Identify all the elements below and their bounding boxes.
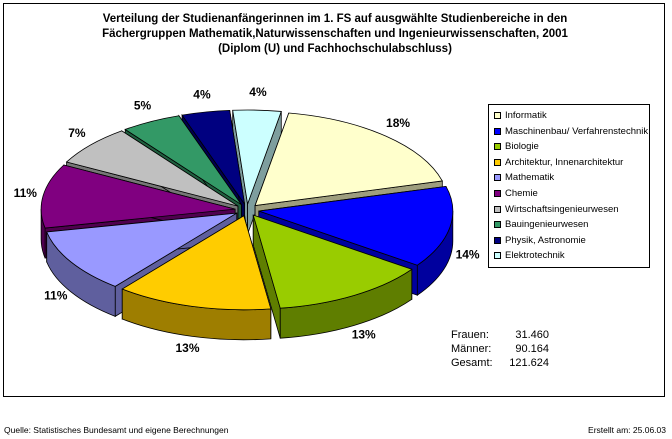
chart-legend: Informatik Maschinenbau/ Verfahrenstechni…: [488, 104, 650, 268]
data-label-physik-astronomie: 4%: [193, 87, 211, 101]
chart-title-line-2: Fächergruppen Mathematik,Naturwissenscha…: [102, 28, 568, 40]
totals-row-frauen: Frauen: 31.460: [451, 328, 549, 342]
pie-slice-top-bauingenieurwesen: [124, 115, 242, 206]
data-label-wirtschaftsingenieurwesen: 7%: [68, 126, 86, 140]
legend-label: Chemie: [505, 188, 538, 199]
totals-row-maenner: Männer: 90.164: [451, 342, 549, 356]
totals-label: Gesamt:: [451, 357, 493, 369]
legend-label: Mathematik: [505, 172, 555, 184]
legend-swatch: [494, 174, 501, 182]
legend-label: Physik, Astronomie: [505, 234, 586, 246]
totals-label: Frauen:: [451, 329, 489, 341]
footer-created-date: Erstellt am: 25.06.03: [588, 425, 666, 435]
chart-title-line-1: Verteilung der Studienanfängerinnen im 1…: [102, 13, 568, 25]
legend-swatch: [494, 143, 501, 151]
totals-box: Frauen: 31.460 Männer: 90.164 Gesamt: 121.6…: [451, 328, 549, 370]
chart-title-line-3: (Diplom (U) und Fachhochschulabschluss): [218, 43, 452, 55]
data-label-elektrotechnik: 4%: [249, 85, 267, 99]
pie-slice-top-mathematik: [46, 212, 237, 287]
data-label-bauingenieurwesen: 5%: [134, 99, 152, 113]
legend-label: Maschinenbau/ Verfahrenstechnik: [505, 125, 649, 137]
data-label-architektur-innenarchitektur: 13%: [175, 341, 199, 355]
legend-swatch: [494, 158, 501, 166]
totals-value: 121.624: [509, 357, 549, 369]
data-label-informatik: 18%: [386, 116, 410, 130]
legend-swatch: [494, 252, 501, 260]
chart-title: Verteilung der Studienanfängerinnen im 1…: [4, 12, 666, 57]
legend-label: Architektur, Innenarchitektur: [505, 156, 624, 168]
pie-slice-top-physik-astronomie: [181, 109, 245, 205]
pie-slice-top-biologie: [252, 214, 413, 309]
legend-label: Bauingenieurwesen: [505, 219, 589, 231]
legend-swatch: [494, 112, 501, 119]
legend-swatch: [494, 221, 501, 229]
pie-chart: 18% 14% 13% 13% 11% 11% 7% 5% 4% 4%: [14, 85, 480, 355]
legend-label: Biologie: [505, 141, 539, 153]
totals-label: Männer:: [451, 343, 492, 355]
legend-label: Informatik: [505, 110, 547, 121]
legend-swatch: [494, 127, 501, 135]
pie-slice-top-architektur-innenarchitektur: [121, 215, 272, 311]
totals-row-gesamt: Gesamt: 121.624: [451, 356, 549, 370]
footer-source: Quelle: Statistisches Bundesamt und eige…: [4, 425, 229, 435]
pie-slice-top-wirtschaftsingenieurwesen: [65, 130, 239, 207]
legend-label: Elektrotechnik: [505, 250, 565, 262]
legend-label: Wirtschaftsingenieurwesen: [505, 203, 619, 215]
pie-slice-top-elektrotechnik: [232, 109, 282, 206]
data-label-biologie: 13%: [352, 328, 376, 342]
data-label-mathematik: 11%: [44, 288, 68, 302]
data-label-chemie: 11%: [14, 186, 38, 200]
legend-swatch: [494, 205, 501, 213]
legend-swatch: [494, 190, 501, 197]
pie-slice-top-chemie: [40, 164, 236, 229]
pie-slice-top-maschinenbau-verfahrenstechnik: [258, 185, 454, 266]
chart-frame: Verteilung der Studienanfängerinnen im 1…: [3, 3, 665, 397]
legend-swatch: [494, 236, 501, 244]
pie-slice-top-informatik: [254, 112, 443, 207]
totals-value: 90.164: [515, 343, 549, 355]
totals-value: 31.460: [515, 329, 549, 341]
data-label-maschinenbau-verfahrenstechnik: 14%: [456, 247, 480, 261]
